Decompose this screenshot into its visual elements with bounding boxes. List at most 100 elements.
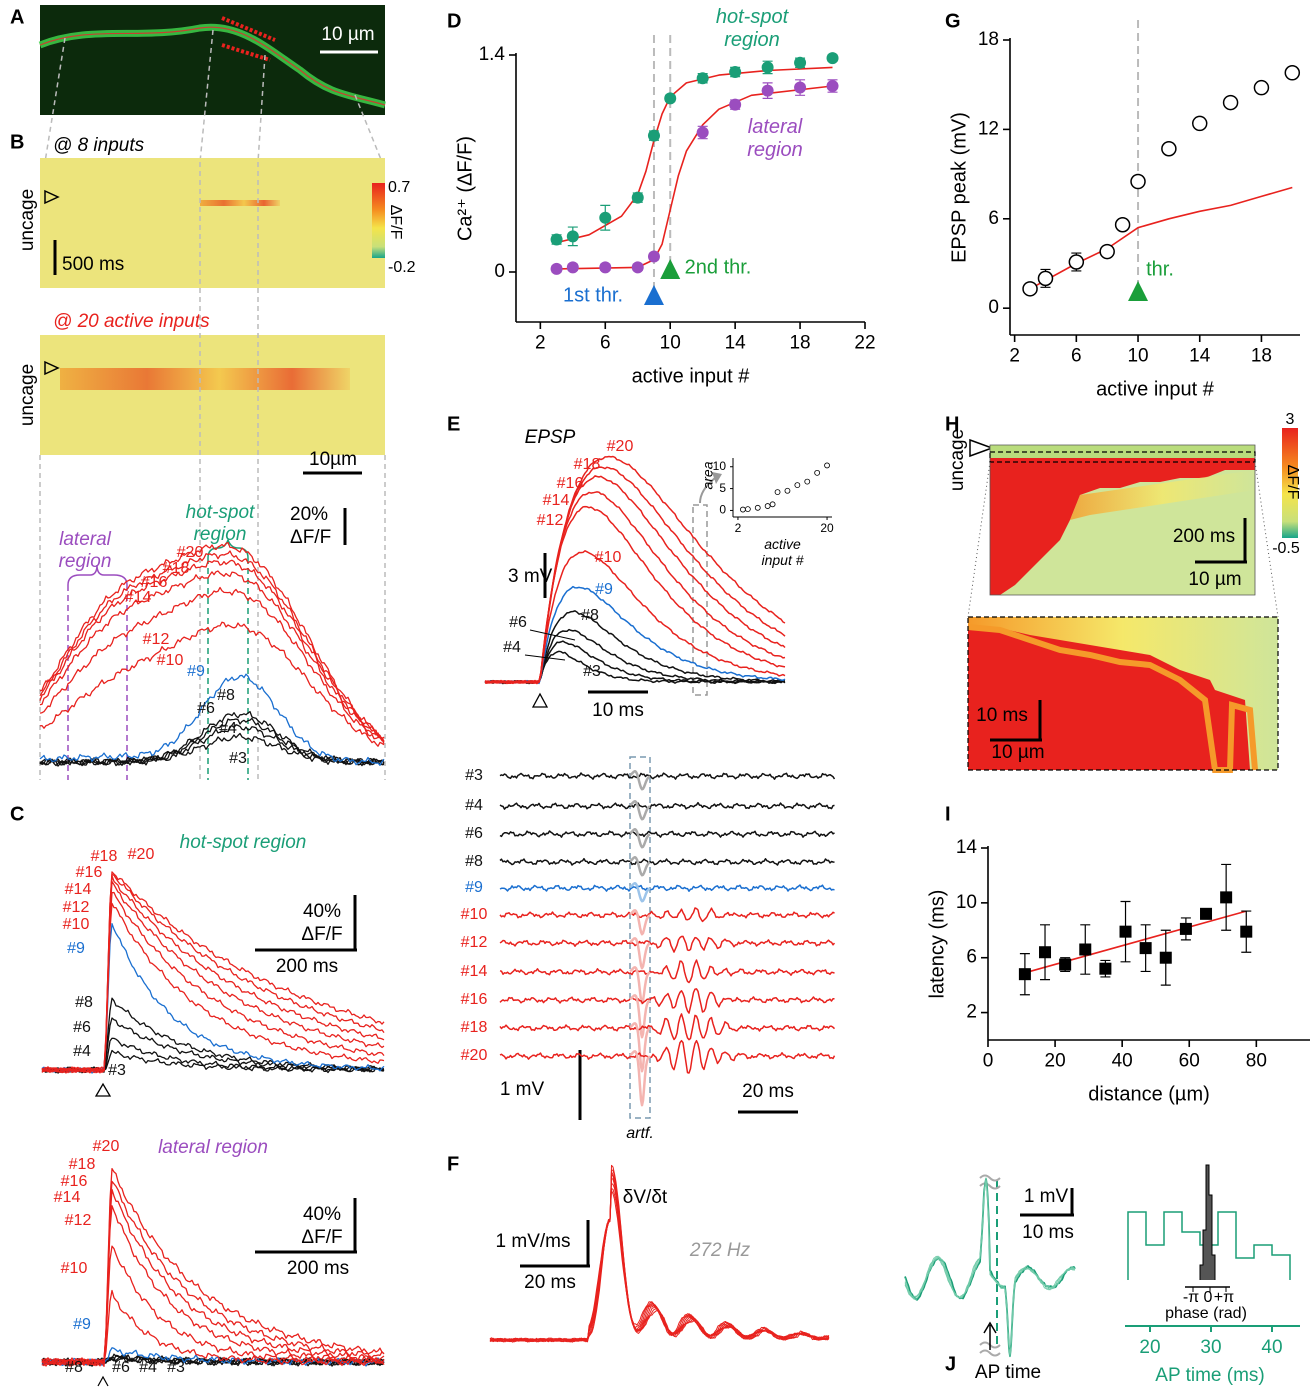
trace (629, 966, 651, 1005)
trace-label: #12 (537, 512, 564, 529)
point (599, 211, 612, 224)
x-tick-label: 80 (1246, 1050, 1267, 1071)
axis-label: uncage (17, 364, 38, 426)
trace (39, 541, 385, 740)
uncage-marker (97, 1375, 109, 1387)
scale-label: 20% (290, 504, 328, 525)
trace-label: #18 (574, 456, 601, 473)
scale-label: 40% (303, 1204, 341, 1225)
y-tick-label: 10 (713, 459, 727, 473)
x-tick-label: 18 (789, 332, 810, 353)
trace-label: #18 (461, 1019, 488, 1036)
frame (989, 444, 1256, 596)
point (814, 469, 821, 476)
chart: 0 1.4 2 6 10 14 18 22 active input # Ca²⁺ (ΔF/F) 1… (454, 6, 875, 387)
y-tick-label: 18 (978, 29, 999, 50)
trace (41, 891, 385, 1074)
scale-label: ΔF/F (301, 924, 342, 945)
trace-label: #18 (163, 560, 190, 577)
point (631, 191, 644, 204)
point (824, 462, 830, 469)
point (826, 52, 839, 65)
scale-label: ΔF/F (301, 1227, 342, 1248)
point (769, 501, 776, 508)
colorbar-label: ΔF/F (1284, 465, 1301, 500)
chart: 0 6 12 18 2 6 10 14 18 active input # EPSP peak (m… (948, 20, 1301, 400)
series-label: hot-spot region (716, 6, 790, 51)
axis-label: AP time (ms) (1155, 1365, 1264, 1386)
y-axis-label: latency (ms) (926, 890, 948, 999)
point (1068, 254, 1085, 270)
trace-label: #4 (139, 1359, 157, 1376)
trace-label: #6 (465, 825, 483, 842)
trace (41, 1167, 385, 1367)
x-tick-label: 20 (820, 521, 834, 535)
point (1159, 951, 1172, 964)
panel-title: EPSP (525, 427, 576, 448)
trace-label: #9 (187, 663, 205, 680)
uncage-marker (94, 1082, 112, 1097)
point (1240, 925, 1253, 938)
trace-label: #9 (73, 1316, 91, 1333)
heatmap-streak (200, 200, 280, 206)
point (1018, 968, 1031, 981)
trace (39, 621, 385, 747)
threshold-label: 2nd thr. (685, 256, 752, 278)
colorbar-label: 0.7 (388, 179, 410, 196)
tick-label: 0 (1204, 1289, 1213, 1306)
trace-label: #14 (543, 492, 570, 509)
micrograph (40, 5, 385, 115)
trace (499, 884, 835, 892)
point (744, 506, 751, 513)
panel-title: @ 20 active inputs (53, 311, 210, 332)
axis-break (979, 1174, 1001, 1357)
trace-label: #12 (65, 1212, 92, 1229)
trace-label: #3 (465, 767, 483, 784)
point (1179, 922, 1192, 935)
trace-label: #12 (63, 899, 90, 916)
bracket (67, 564, 128, 586)
scale-label: 10 µm (321, 24, 374, 45)
trace (499, 857, 835, 866)
dendrite-trace (39, 26, 386, 106)
trace-label: #10 (595, 549, 622, 566)
chart: 0 5 10 2 20 active input # area (700, 458, 834, 568)
trace-label: #20 (177, 544, 204, 561)
trace-label: #9 (67, 940, 85, 957)
trace (41, 1245, 385, 1367)
trace (484, 610, 786, 685)
scale-label: 200 ms (1173, 526, 1235, 547)
x-tick-label: 60 (1179, 1050, 1200, 1071)
trace-label: #8 (217, 687, 235, 704)
point (754, 504, 761, 511)
panel-title: @ 8 inputs (53, 135, 145, 156)
x-tick-label: 2 (1009, 345, 1020, 366)
artifact-window (629, 756, 651, 1119)
trace-label: #20 (128, 846, 155, 863)
x-tick-label: 14 (725, 332, 747, 353)
panel-letter: E (447, 413, 460, 435)
x-tick-label: 6 (600, 332, 611, 353)
colorbar-label: -0.2 (388, 259, 416, 276)
threshold-marker (643, 285, 664, 305)
trace (629, 994, 651, 1039)
trace-label: #3 (108, 1062, 126, 1079)
scale-label: 10µm (309, 449, 357, 470)
y-tick-label: 12 (978, 118, 999, 139)
trace (39, 559, 385, 742)
point (566, 261, 579, 274)
trace-label: #14 (54, 1189, 81, 1206)
trace (629, 827, 651, 849)
fit-line (1029, 186, 1293, 290)
trace-label: #12 (143, 631, 170, 648)
region-label: lateral region (59, 529, 112, 572)
trace (41, 871, 385, 1074)
fit-line (556, 66, 833, 244)
point (647, 250, 660, 263)
trace (484, 455, 786, 684)
trace-label: #9 (595, 581, 613, 598)
trace (499, 959, 835, 984)
uncage-marker (44, 189, 60, 205)
heatmap-region (990, 458, 1255, 595)
